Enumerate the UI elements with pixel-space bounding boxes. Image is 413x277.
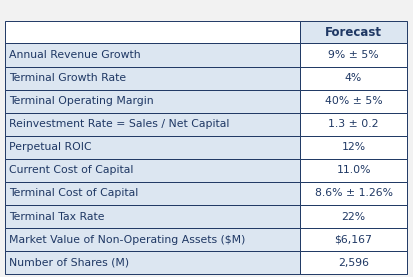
Bar — [5, 205, 300, 228]
Text: Reinvestment Rate = Sales / Net Capital: Reinvestment Rate = Sales / Net Capital — [9, 119, 230, 129]
Bar — [300, 136, 407, 159]
Bar — [300, 43, 407, 66]
Text: 12%: 12% — [342, 142, 366, 152]
Text: 22%: 22% — [342, 212, 366, 222]
Bar — [300, 66, 407, 90]
Bar — [300, 113, 407, 136]
Bar — [300, 182, 407, 205]
Text: Terminal Cost of Capital: Terminal Cost of Capital — [9, 188, 138, 199]
Bar — [300, 159, 407, 182]
Text: $6,167: $6,167 — [335, 235, 373, 245]
Text: 4%: 4% — [345, 73, 362, 83]
Bar — [300, 21, 407, 43]
Bar — [300, 205, 407, 228]
Text: 11.0%: 11.0% — [336, 165, 371, 175]
Bar — [5, 159, 300, 182]
Text: Number of Shares (M): Number of Shares (M) — [9, 258, 129, 268]
Bar — [300, 90, 407, 113]
Bar — [5, 21, 300, 43]
Text: 1.3 ± 0.2: 1.3 ± 0.2 — [328, 119, 379, 129]
Text: Terminal Growth Rate: Terminal Growth Rate — [9, 73, 126, 83]
Bar — [5, 113, 300, 136]
Text: Current Cost of Capital: Current Cost of Capital — [9, 165, 133, 175]
Text: 2,596: 2,596 — [338, 258, 369, 268]
Text: Annual Revenue Growth: Annual Revenue Growth — [9, 50, 141, 60]
Bar — [5, 43, 300, 66]
Text: Market Value of Non-Operating Assets ($M): Market Value of Non-Operating Assets ($M… — [9, 235, 245, 245]
Text: 8.6% ± 1.26%: 8.6% ± 1.26% — [315, 188, 393, 199]
Bar — [300, 251, 407, 274]
Bar — [300, 228, 407, 251]
Text: Perpetual ROIC: Perpetual ROIC — [9, 142, 92, 152]
Text: 9% ± 5%: 9% ± 5% — [328, 50, 379, 60]
Text: Terminal Operating Margin: Terminal Operating Margin — [9, 96, 154, 106]
Bar — [5, 182, 300, 205]
Text: Forecast: Forecast — [325, 26, 382, 39]
Bar — [5, 228, 300, 251]
Bar — [5, 251, 300, 274]
Text: Terminal Tax Rate: Terminal Tax Rate — [9, 212, 104, 222]
Bar — [5, 90, 300, 113]
Bar — [5, 136, 300, 159]
Bar — [5, 66, 300, 90]
Text: 40% ± 5%: 40% ± 5% — [325, 96, 382, 106]
